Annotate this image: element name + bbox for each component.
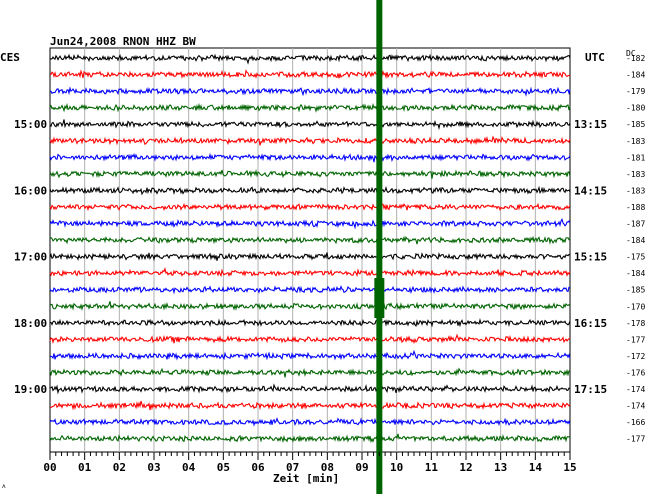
x-tick-label: 00 xyxy=(43,461,56,474)
x-tick-label: 02 xyxy=(113,461,126,474)
dc-value: -184 xyxy=(626,71,645,80)
x-tick-label: 03 xyxy=(147,461,160,474)
dc-value: -185 xyxy=(626,286,645,295)
x-tick-label: 10 xyxy=(390,461,403,474)
trace-line xyxy=(49,367,571,378)
chart-title: Jun24,2008 RNON HHZ BW xyxy=(50,35,196,48)
x-tick-label: 13 xyxy=(494,461,507,474)
event-peak xyxy=(374,278,385,318)
right-time-label: 13:15 xyxy=(574,118,607,131)
trace-line xyxy=(49,152,571,163)
trace-line xyxy=(49,301,571,311)
trace-line xyxy=(49,235,571,245)
dc-value: -184 xyxy=(626,269,645,278)
trace-line xyxy=(49,266,571,278)
left-time-label: 17:00 xyxy=(14,251,47,264)
x-tick-label: 04 xyxy=(182,461,196,474)
trace-line xyxy=(49,202,571,212)
dc-header: DC xyxy=(626,49,636,58)
dc-value: -182 xyxy=(626,54,645,63)
dc-value: -183 xyxy=(626,137,645,146)
dc-value: -176 xyxy=(626,368,645,377)
dc-value: -178 xyxy=(626,319,645,328)
trace-line xyxy=(49,400,571,411)
dc-value: -179 xyxy=(626,87,645,96)
x-tick-label: 15 xyxy=(563,461,576,474)
dc-value: -175 xyxy=(626,253,645,262)
trace-line xyxy=(50,383,571,395)
trace-line xyxy=(49,168,571,179)
right-time-label: 15:15 xyxy=(574,251,607,264)
x-axis: 00 01 02 03 04 05 06 07 08 09 10 11 12 13 14 15 xyxy=(43,452,577,474)
dc-value: -183 xyxy=(626,170,645,179)
x-axis-label: Zeit [min] xyxy=(273,472,339,485)
trace-line xyxy=(49,218,571,230)
left-time-label: 15:00 xyxy=(14,118,47,131)
x-tick-label: 09 xyxy=(355,461,368,474)
x-tick-label: 05 xyxy=(217,461,230,474)
trace-group xyxy=(49,53,571,444)
trace-line xyxy=(49,333,571,345)
x-tick-label: 14 xyxy=(529,461,543,474)
x-tick-label: 12 xyxy=(459,461,472,474)
dc-value: -181 xyxy=(626,153,645,162)
corner-mark: ʌ xyxy=(2,483,6,490)
trace-line xyxy=(49,119,571,131)
right-time-label: 14:15 xyxy=(574,184,607,197)
dc-value: -174 xyxy=(626,385,645,394)
dc-value: -174 xyxy=(626,402,645,411)
trace-line xyxy=(49,251,571,262)
left-time-label: 16:00 xyxy=(14,184,47,197)
dc-value: -185 xyxy=(626,120,645,129)
dc-value: -170 xyxy=(626,302,645,311)
trace-line xyxy=(49,349,571,361)
x-tick-label: 07 xyxy=(286,461,299,474)
dc-value: -166 xyxy=(626,418,645,427)
dc-value: -183 xyxy=(626,186,645,195)
trace-line xyxy=(49,53,571,65)
trace-line xyxy=(49,433,571,444)
right-timezone-label: UTC xyxy=(585,51,605,64)
trace-line xyxy=(49,185,571,196)
left-time-label: 18:00 xyxy=(14,317,47,330)
x-tick-label: 11 xyxy=(425,461,439,474)
dc-value: -187 xyxy=(626,220,645,229)
event-marker xyxy=(374,0,385,494)
trace-line xyxy=(49,86,571,97)
trace-line xyxy=(49,317,571,328)
dc-value: -184 xyxy=(626,236,645,245)
trace-line xyxy=(49,284,571,295)
trace-line xyxy=(49,69,571,80)
trace-line xyxy=(49,102,571,113)
left-timezone-label: CES xyxy=(0,51,20,64)
plot-grid xyxy=(49,47,571,453)
trace-labels: -182 -184 -179 -180 -185 15:00 13:15 -183 -181 -1… xyxy=(14,54,645,444)
event-bar xyxy=(376,0,383,494)
dc-value: -177 xyxy=(626,335,645,344)
x-tick-label: 01 xyxy=(78,461,92,474)
x-tick-label: 06 xyxy=(251,461,265,474)
dc-value: -177 xyxy=(626,435,645,444)
x-tick-label: 08 xyxy=(321,461,334,474)
right-time-label: 17:15 xyxy=(574,383,607,396)
dc-value: -180 xyxy=(626,104,645,113)
right-time-label: 16:15 xyxy=(574,317,607,330)
trace-line xyxy=(49,135,571,146)
left-time-label: 19:00 xyxy=(14,383,47,396)
trace-line xyxy=(49,417,571,427)
dc-value: -172 xyxy=(626,352,645,361)
dc-value: -188 xyxy=(626,203,645,212)
